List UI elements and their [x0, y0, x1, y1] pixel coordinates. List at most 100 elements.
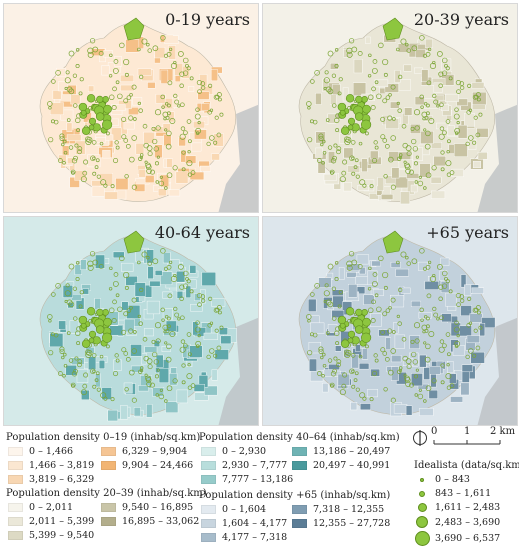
idealista-point — [179, 284, 185, 290]
idealista-point — [367, 307, 374, 314]
idealista-point — [403, 160, 407, 164]
idealista-point — [216, 92, 222, 98]
idealista-point — [350, 140, 356, 145]
census-block — [453, 143, 468, 157]
census-block — [167, 259, 180, 274]
census-block — [403, 64, 412, 72]
idealista-point — [181, 150, 186, 155]
idealista-point — [183, 57, 189, 64]
idealista-point — [106, 131, 110, 136]
idealista-point — [388, 93, 392, 97]
idealista-point — [147, 151, 153, 157]
idealista-point — [327, 50, 334, 57]
idealista-point — [327, 301, 334, 308]
legend-swatch — [201, 519, 216, 528]
idealista-point — [320, 355, 324, 360]
idealista-point — [318, 348, 324, 354]
census-block — [94, 298, 101, 310]
idealista-point — [415, 368, 419, 372]
idealista-point — [125, 143, 131, 149]
idealista-point — [72, 73, 78, 78]
idealista-point — [121, 116, 127, 122]
idealista-point — [475, 132, 481, 138]
idealista-point — [423, 341, 427, 345]
idealista-point — [441, 130, 447, 136]
census-block — [471, 287, 484, 294]
idealista-point — [180, 315, 185, 321]
idealista-point — [147, 364, 153, 370]
idealista-point — [448, 289, 453, 294]
idealista-point — [468, 108, 473, 112]
idealista-point — [370, 105, 376, 111]
legend-item: 5,399 – 9,540 — [8, 530, 94, 541]
census-block — [470, 351, 485, 364]
idealista-point — [79, 290, 84, 295]
idealista-point — [412, 359, 418, 365]
idealista-point — [59, 348, 65, 354]
idealista-point — [405, 168, 411, 174]
idealista-point — [181, 380, 186, 385]
census-block — [112, 251, 125, 259]
census-block — [82, 288, 89, 295]
idealista-point — [48, 106, 52, 110]
census-block — [185, 285, 192, 299]
circle-marker-icon — [414, 531, 430, 546]
idealista-point — [376, 306, 382, 313]
idealista-point — [58, 371, 63, 376]
census-block — [168, 111, 175, 123]
idealista-point — [185, 63, 189, 68]
map-canvas-20-39 — [263, 4, 517, 212]
census-block — [447, 361, 454, 374]
idealista-point — [131, 348, 137, 354]
census-block — [138, 169, 146, 178]
idealista-point — [96, 387, 101, 392]
port-area — [477, 317, 517, 425]
census-block — [214, 349, 229, 360]
idealista-point — [85, 136, 91, 142]
idealista-point — [321, 352, 326, 357]
legend-swatch — [101, 503, 116, 512]
idealista-point — [404, 375, 410, 382]
idealista-point — [165, 328, 170, 333]
census-block — [74, 170, 87, 181]
census-block — [440, 281, 450, 293]
idealista-point — [90, 155, 96, 161]
census-block — [164, 35, 179, 44]
idealista-point — [332, 316, 337, 321]
idealista-point — [420, 105, 424, 109]
idealista-point — [164, 186, 168, 190]
idealista-point — [182, 283, 189, 289]
idealista-point — [195, 127, 202, 134]
idealista-point — [445, 373, 452, 380]
census-block — [395, 176, 409, 189]
idealista-point — [346, 264, 353, 271]
census-block — [308, 298, 317, 312]
idealista-point — [195, 340, 202, 347]
port-area — [477, 104, 517, 212]
idealista-point — [357, 51, 363, 56]
idealista-point — [371, 299, 376, 305]
idealista-point — [310, 79, 315, 84]
census-block — [197, 91, 210, 100]
idealista-point — [459, 298, 465, 303]
idealista-cluster-point — [78, 315, 88, 325]
idealista-point — [446, 363, 450, 367]
idealista-point — [113, 59, 119, 64]
idealista-point — [128, 328, 134, 334]
idealista-point — [406, 48, 411, 53]
idealista-cluster-point — [362, 104, 371, 114]
idealista-point — [77, 146, 83, 152]
idealista-point — [426, 103, 430, 108]
idealista-point — [119, 42, 125, 49]
idealista-point — [357, 264, 363, 269]
idealista-point — [307, 319, 311, 323]
census-block — [410, 184, 418, 193]
census-block — [471, 82, 485, 89]
idealista-point — [92, 171, 97, 176]
idealista-point — [438, 346, 445, 353]
census-block — [337, 373, 350, 386]
census-block — [390, 262, 401, 268]
idealista-point — [468, 348, 474, 354]
idealista-point — [186, 332, 192, 337]
idealista-point — [339, 389, 346, 396]
